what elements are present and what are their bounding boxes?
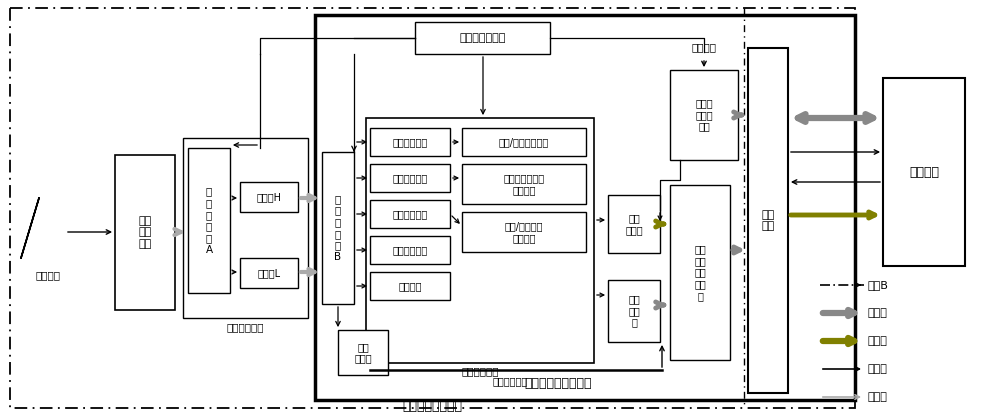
Text: 边沿搜索模块: 边沿搜索模块 — [392, 137, 428, 147]
Text: 协同处理控制器: 协同处理控制器 — [459, 33, 506, 43]
Text: 触发时
间记录
模块: 触发时 间记录 模块 — [695, 98, 713, 131]
Bar — [670, 185, 730, 360]
Bar — [370, 128, 450, 156]
Text: 多
路
选
择
器
A: 多 路 选 择 器 A — [205, 186, 213, 255]
Text: 现场可编辑逻辑器件: 现场可编辑逻辑器件 — [524, 377, 592, 390]
Text: 信号整形电路: 信号整形电路 — [226, 322, 264, 332]
Text: 地址线: 地址线 — [867, 336, 887, 346]
Text: 输入波形: 输入波形 — [36, 270, 61, 280]
Text: 控制线: 控制线 — [867, 364, 887, 374]
Bar — [608, 195, 660, 253]
Bar — [462, 128, 586, 156]
Bar — [608, 280, 660, 342]
Bar — [670, 70, 738, 160]
Bar — [370, 236, 450, 264]
Bar — [315, 15, 855, 400]
Text: 地址
生成器: 地址 生成器 — [625, 213, 643, 235]
Bar — [10, 8, 855, 408]
Text: 波形
搜索
数据
存储
器: 波形 搜索 数据 存储 器 — [694, 244, 706, 301]
Text: 总线模块: 总线模块 — [398, 281, 422, 291]
Bar — [883, 78, 965, 266]
Bar — [115, 155, 175, 310]
Text: 区域B: 区域B — [867, 280, 888, 290]
Text: 总线
接口: 总线 接口 — [761, 210, 775, 231]
Text: 数据流: 数据流 — [867, 308, 887, 318]
Text: 微处理器: 微处理器 — [909, 165, 939, 178]
Bar — [370, 200, 450, 228]
Text: 建立与保持时间
搜索模块: 建立与保持时间 搜索模块 — [503, 173, 545, 195]
Bar — [322, 152, 354, 304]
Bar — [462, 164, 586, 204]
Bar — [370, 272, 450, 300]
Bar — [240, 182, 298, 212]
Bar — [183, 138, 308, 318]
Bar — [462, 212, 586, 252]
Text: 硬件协同处理装置: 硬件协同处理装置 — [402, 400, 462, 413]
Text: 波形搜索模块: 波形搜索模块 — [461, 366, 499, 376]
Text: 比较器H: 比较器H — [257, 192, 282, 202]
Bar — [188, 148, 230, 293]
Text: 数据
选择
器: 数据 选择 器 — [628, 294, 640, 328]
Bar — [366, 118, 594, 363]
Text: 信号
调理
电路: 信号 调理 电路 — [138, 216, 152, 249]
Text: 超时搜索模块: 超时搜索模块 — [392, 245, 428, 255]
Text: 欠幅搜索模块: 欠幅搜索模块 — [392, 173, 428, 183]
Bar — [338, 330, 388, 375]
Text: 时间
计数器: 时间 计数器 — [354, 342, 372, 363]
Text: 脉宽/毛刺搜索模块: 脉宽/毛刺搜索模块 — [499, 137, 549, 147]
Text: 时间数据总线: 时间数据总线 — [492, 376, 528, 386]
Text: 逻辑搜索模块: 逻辑搜索模块 — [392, 209, 428, 219]
Text: 上升/下降时间
搜索模块: 上升/下降时间 搜索模块 — [505, 221, 543, 243]
Text: 信号线: 信号线 — [867, 392, 887, 402]
Text: 多
路
选
择
器
B: 多 路 选 择 器 B — [334, 194, 342, 262]
Bar — [240, 258, 298, 288]
Bar — [415, 22, 550, 54]
Text: 比较器L: 比较器L — [257, 268, 281, 278]
Text: 触发信号: 触发信号 — [692, 42, 716, 52]
Bar — [748, 48, 788, 393]
Bar — [370, 164, 450, 192]
